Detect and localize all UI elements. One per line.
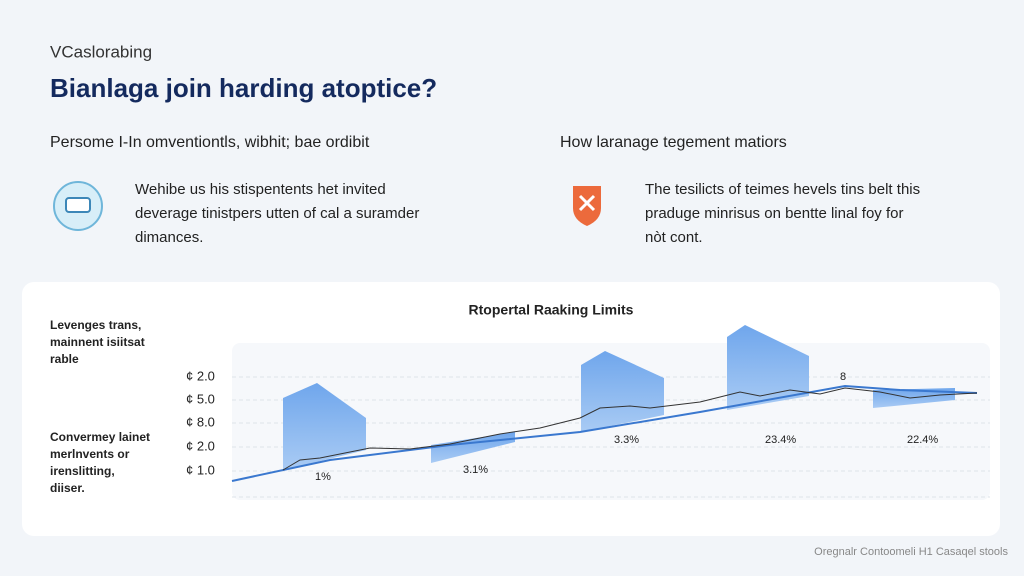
column-heading: How laranage tegement matiors [560, 134, 787, 151]
axis-label: ¢ 2.0 [186, 368, 215, 383]
axis-label: ¢ 1.0 [186, 462, 215, 477]
chart-title: Rtopertal Raaking Limits [469, 302, 634, 318]
column-text: The tesilicts of teimes hevels tins belt… [645, 181, 920, 198]
chart-note: Convermey lainet [50, 430, 150, 444]
title: Bianlaga join harding atoptice? [50, 73, 437, 103]
area-shape [283, 383, 366, 470]
chart-note: merlnvents or [50, 447, 130, 461]
detail-line [282, 387, 978, 471]
chart-note: mainnent isiitsat [50, 335, 145, 349]
data-label: 22.4% [907, 434, 938, 446]
column-text: nòt cont. [645, 229, 703, 246]
icon-glyph [578, 194, 596, 212]
axis-label: ¢ 2.0 [186, 438, 215, 453]
column-text: praduge minrisus on bentte linal foy for [645, 205, 903, 222]
chart-note: Levenges trans, [50, 318, 141, 332]
chart-note: irenslitting, [50, 464, 115, 478]
data-label: 3.3% [614, 434, 639, 446]
icon [573, 186, 601, 226]
chart-note: diiser. [50, 481, 85, 495]
footer: Oregnalr Contoomeli H1 Casaqel stools [814, 546, 1008, 558]
area-shape [581, 351, 664, 432]
data-label: 23.4% [765, 434, 796, 446]
brand: VCaslorabing [50, 42, 152, 61]
area-shape [727, 325, 809, 410]
icon-glyph [65, 197, 91, 213]
data-label: 3.1% [463, 464, 488, 476]
column-text: dimances. [135, 229, 203, 246]
trend-line [231, 384, 978, 482]
column-heading: Persome I-In omventiontls, wibhit; bae o… [50, 134, 370, 151]
column-text: deverage tinistpers utten of cal a suram… [135, 205, 419, 222]
chart-note: rable [50, 352, 79, 366]
data-label: 8 [840, 371, 846, 383]
axis-label: ¢ 5.0 [186, 391, 215, 406]
column-text: Wehibe us his stispentents het invited [135, 181, 386, 198]
axis-label: ¢ 8.0 [186, 414, 215, 429]
data-label: 1% [315, 471, 331, 483]
